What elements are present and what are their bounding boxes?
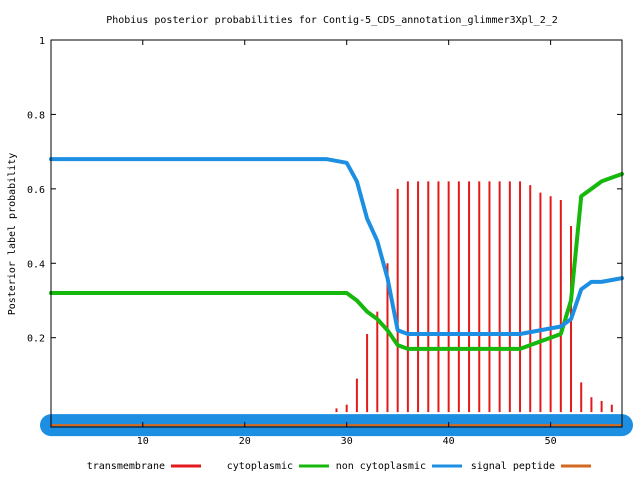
legend-entry-transmembrane: transmembrane [87, 461, 201, 472]
series-point [325, 292, 327, 294]
legend: transmembrane cytoplasmic non cytoplasmic s… [87, 461, 591, 472]
series-point [356, 180, 358, 182]
series-point [407, 348, 409, 350]
series-unnamed [50, 424, 623, 427]
y-axis-label: Posterior label probability [7, 153, 18, 316]
series-point [417, 348, 419, 350]
chart-title: Phobius posterior probabilities for Cont… [106, 15, 558, 26]
series-point [529, 344, 531, 346]
legend-entry-signal-peptide: signal peptide [471, 461, 591, 472]
series-point [550, 327, 552, 329]
series-point [570, 318, 572, 320]
series-point [336, 292, 337, 294]
x-tick-label: 30 [341, 436, 353, 447]
series-point [346, 292, 348, 294]
series-point [519, 348, 521, 350]
y-tick-label: 1 [39, 36, 45, 47]
series-point [509, 348, 511, 350]
series-point [448, 333, 450, 335]
series-point [376, 240, 378, 242]
series-point [529, 331, 531, 333]
series-point [437, 333, 439, 335]
y-tick-label: 0.8 [27, 110, 45, 121]
series-point [580, 288, 582, 290]
series-signal-peptide [49, 157, 624, 336]
series-point [366, 218, 368, 220]
series-line [49, 171, 624, 351]
series-point [499, 333, 501, 335]
series-point [601, 281, 603, 283]
y-tick-label: 0.4 [27, 259, 45, 270]
y-tick-label: 0.6 [27, 185, 45, 196]
series-point [560, 326, 562, 328]
plot-frame [50, 39, 623, 428]
y-tick-label: 0.2 [27, 334, 45, 345]
series-point [397, 344, 399, 346]
series-layer [40, 157, 633, 437]
series-point [478, 348, 480, 350]
series-point [580, 195, 582, 197]
series-point [611, 177, 613, 179]
series-point [488, 333, 490, 335]
series-line [49, 157, 624, 336]
series-point [560, 333, 562, 335]
series-point [376, 318, 378, 320]
series-point [458, 333, 460, 335]
series-point [407, 333, 409, 335]
series-point [611, 279, 613, 281]
legend-label: signal peptide [471, 461, 555, 472]
x-tick-label: 40 [443, 436, 455, 447]
legend-entry-non-cytoplasmic: non cytoplasmic [336, 461, 462, 472]
x-tick-label: 20 [239, 436, 251, 447]
series-point [448, 348, 450, 350]
series-point [590, 281, 592, 283]
series-point [550, 337, 552, 339]
legend-label: transmembrane [87, 461, 165, 472]
series-point [468, 333, 470, 335]
series-point [519, 333, 521, 335]
series-point [346, 162, 348, 164]
series-point [427, 348, 429, 350]
series-point [539, 340, 541, 342]
series-point [601, 180, 603, 182]
series-point [509, 333, 511, 335]
x-tick-label: 50 [545, 436, 557, 447]
legend-entry-cytoplasmic: cytoplasmic [227, 461, 329, 472]
ticks-layer: 10 20 30 40 50 0.2 0.4 0.6 0.8 1 [27, 36, 622, 447]
series-point [539, 329, 541, 331]
series-point [590, 188, 592, 190]
series-point [437, 348, 439, 350]
series-point [570, 299, 572, 301]
series-point [488, 348, 490, 350]
series-point [336, 160, 337, 162]
series-point [386, 329, 388, 331]
legend-label: non cytoplasmic [336, 461, 426, 472]
series-transmembrane [335, 181, 613, 413]
series-point [458, 348, 460, 350]
series-non-cytoplasmic [49, 171, 624, 351]
series-point [427, 333, 429, 335]
series-point [478, 333, 480, 335]
x-tick-label: 10 [137, 436, 149, 447]
series-point [325, 158, 327, 160]
series-point [397, 329, 399, 331]
series-point [468, 348, 470, 350]
series-point [499, 348, 501, 350]
series-point [356, 299, 358, 301]
series-point [366, 311, 368, 313]
series-point [386, 277, 388, 279]
legend-label: cytoplasmic [227, 461, 293, 472]
series-point [417, 333, 419, 335]
